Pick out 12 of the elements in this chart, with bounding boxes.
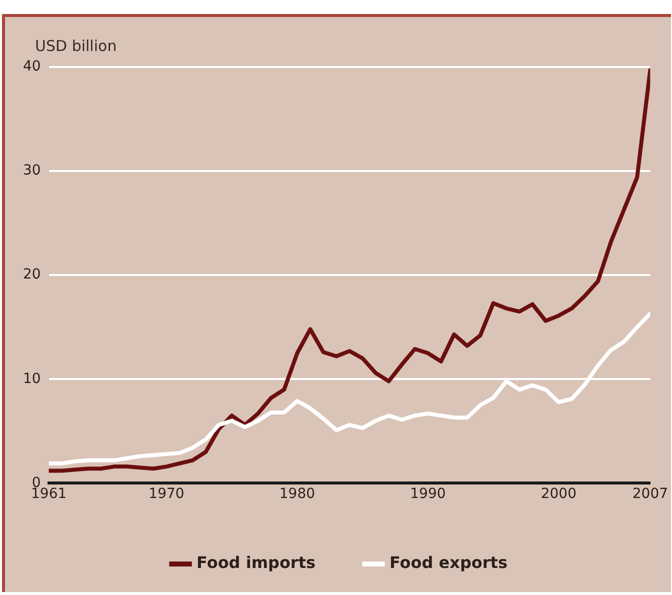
y-tick-label: 20 xyxy=(22,266,41,283)
legend-label: Food exports xyxy=(389,553,508,572)
x-tick-label: 2000 xyxy=(540,486,576,502)
y-tick-label: 40 xyxy=(22,58,41,75)
y-axis-title: USD billion xyxy=(35,37,117,55)
y-tick-label: 10 xyxy=(22,370,41,387)
x-tick-label: 1990 xyxy=(410,486,446,502)
x-tick-label: 1970 xyxy=(148,486,184,502)
x-tick-label: 2007 xyxy=(632,486,668,502)
legend-label: Food imports xyxy=(196,553,316,572)
x-tick-label: 1980 xyxy=(279,486,316,502)
y-tick-label: 30 xyxy=(22,162,41,179)
